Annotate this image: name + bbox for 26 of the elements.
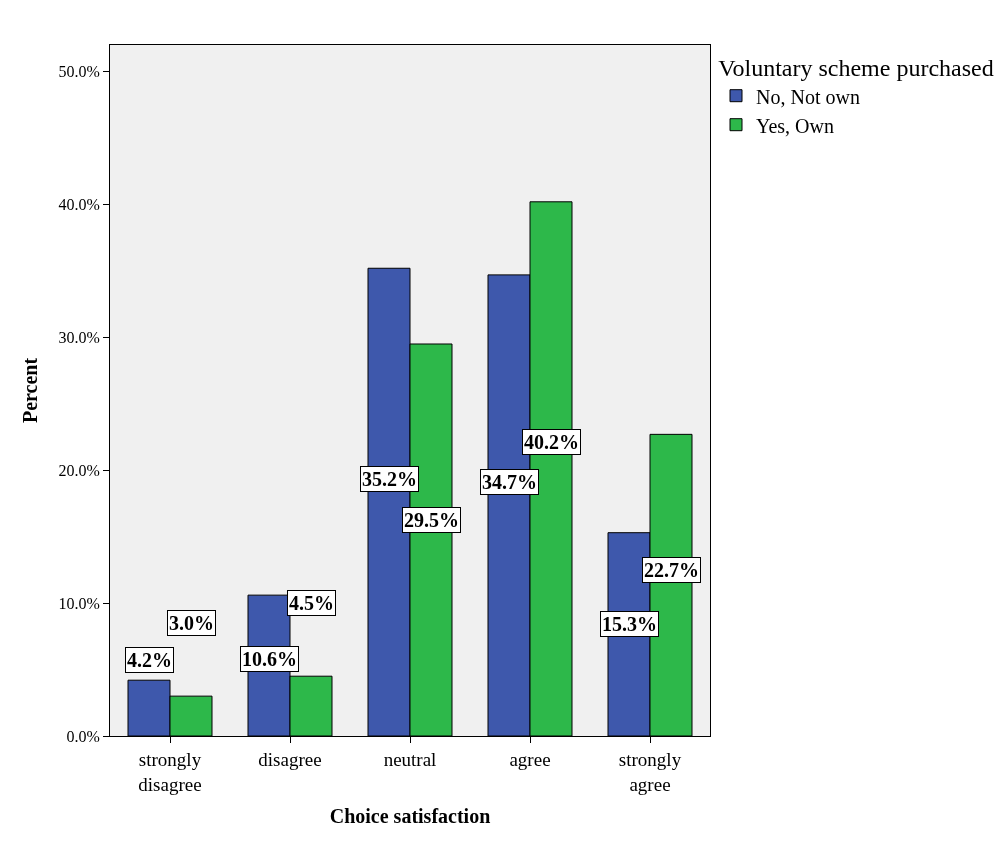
x-tick-label: strongly disagree <box>138 748 202 795</box>
data-label: 29.5% <box>404 509 459 531</box>
y-tick-label: 20.0% <box>58 461 100 479</box>
x-tick-label: agree <box>509 748 551 770</box>
data-label: 4.5% <box>289 592 334 614</box>
data-label: 4.2% <box>127 649 172 671</box>
y-tick-label: 10.0% <box>58 594 100 612</box>
legend-label: No, Not own <box>756 85 860 108</box>
x-tick-label: neutral <box>383 748 437 770</box>
y-tick-label: 30.0% <box>58 328 100 346</box>
data-label: 22.7% <box>644 559 699 581</box>
x-tick-label: disagree <box>258 748 322 770</box>
x-axis-title: Choice satisfaction <box>329 805 491 827</box>
legend-label: Yes, Own <box>756 114 834 137</box>
data-label: 3.0% <box>169 612 214 634</box>
data-label: 35.2% <box>362 468 417 490</box>
y-tick-label: 40.0% <box>58 196 100 214</box>
legend-title: Voluntary scheme purchased <box>718 55 994 82</box>
y-axis-title: Percent <box>18 357 41 424</box>
data-label: 34.7% <box>482 471 537 493</box>
data-label: 15.3% <box>602 613 657 635</box>
x-tick-label: strongly agree <box>618 748 682 795</box>
data-label: 10.6% <box>242 648 297 670</box>
y-tick-label: 0.0% <box>66 727 100 745</box>
y-tick-label: 50.0% <box>58 63 100 81</box>
data-label: 40.2% <box>524 431 579 453</box>
